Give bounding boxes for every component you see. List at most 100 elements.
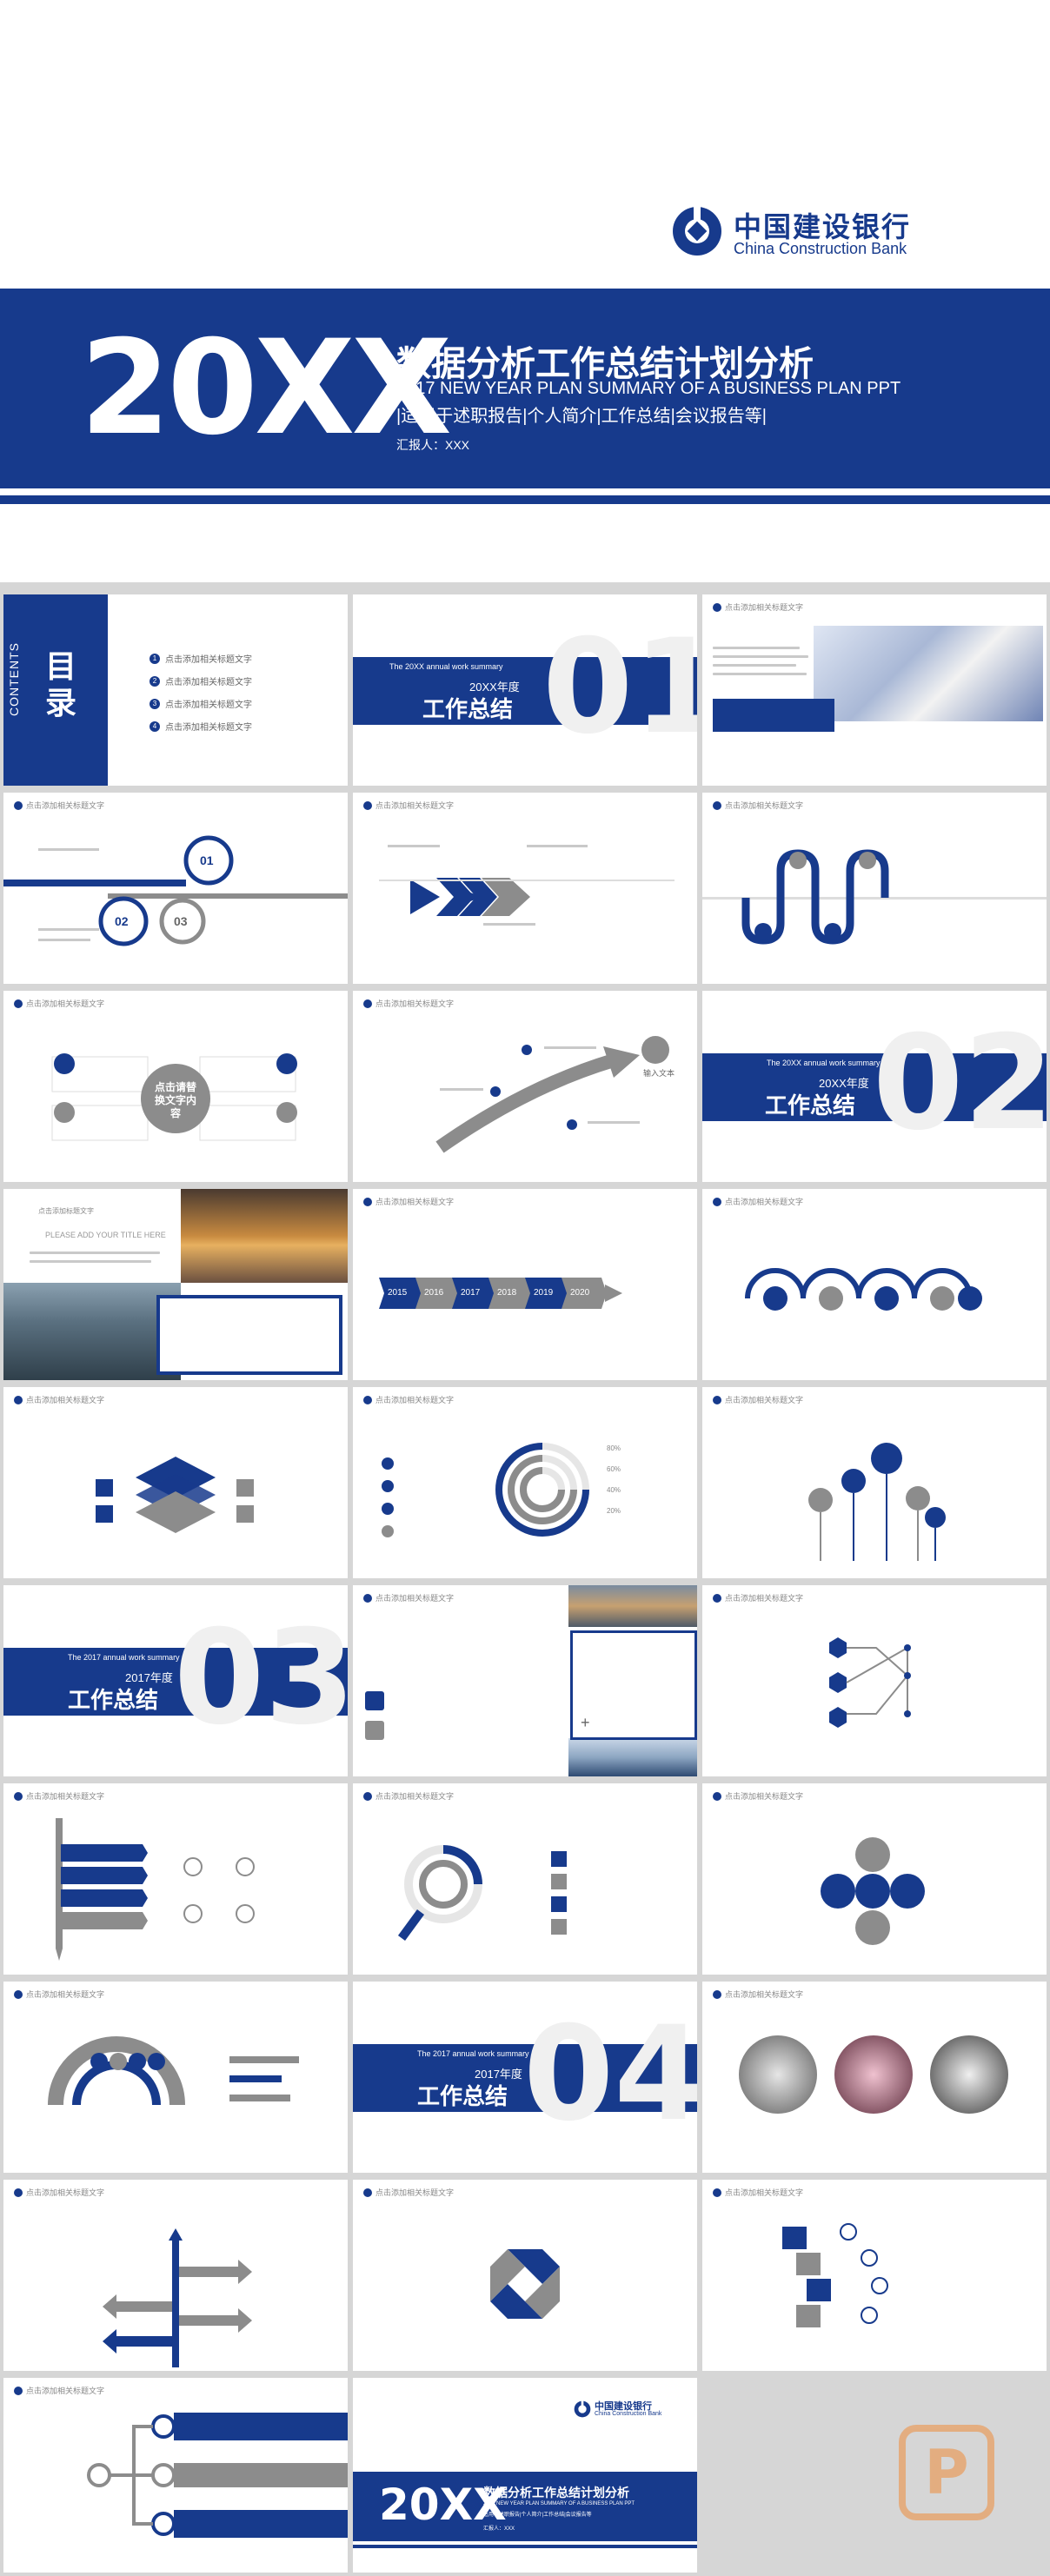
hexagon-graphic bbox=[829, 1637, 911, 1728]
header-dot-icon bbox=[363, 1593, 372, 1603]
content-slide-circles[interactable]: 点击添加相关标题文字 01 02 03 bbox=[3, 793, 348, 984]
header-dot-icon bbox=[363, 1791, 372, 1801]
closing-bank-name-cn: 中国建设银行 bbox=[595, 2401, 652, 2412]
section-slide-01[interactable]: 01 The 20XX annual work summary 20XX年度 工… bbox=[353, 594, 697, 786]
photo-beach bbox=[181, 1189, 348, 1283]
header-dot-icon bbox=[14, 1791, 23, 1801]
year-label: 2018 bbox=[497, 1288, 517, 1298]
header-dot-icon bbox=[713, 1989, 721, 1999]
section-number: 01 bbox=[542, 612, 697, 763]
slide-header: 点击添加相关标题文字 bbox=[14, 1988, 104, 2000]
layers-graphic bbox=[96, 1457, 254, 1533]
slide-header: 点击添加相关标题文字 bbox=[14, 998, 104, 1009]
slide-header: 点击添加相关标题文字 bbox=[363, 2187, 454, 2198]
toc-item[interactable]: 1 点击添加相关标题文字 bbox=[150, 652, 252, 665]
year-label: 2017 bbox=[461, 1288, 481, 1298]
closing-slide[interactable]: 中国建设银行 China Construction Bank 20XX 数据分析… bbox=[353, 2378, 697, 2573]
content-slide-growth-arrow[interactable]: 点击添加相关标题文字 输入文本 bbox=[353, 991, 697, 1182]
toc-item[interactable]: 2 点击添加相关标题文字 bbox=[150, 674, 252, 687]
slide-header: 点击添加相关标题文字 bbox=[713, 1592, 803, 1603]
closing-title: 数据分析工作总结计划分析 bbox=[483, 2486, 629, 2500]
plus-icon[interactable]: + bbox=[581, 1714, 590, 1731]
watermark-letter: P bbox=[924, 2437, 969, 2508]
bank-logo: 中国建设银行 China Construction Bank bbox=[671, 202, 984, 261]
content-slide-photo-circles[interactable]: 点击添加相关标题文字 bbox=[702, 1982, 1047, 2173]
header-dot-icon bbox=[14, 1395, 23, 1404]
center-graphic bbox=[51, 1053, 297, 1141]
toc-item-label: 点击添加相关标题文字 bbox=[165, 700, 252, 710]
header-dot-icon bbox=[363, 2188, 372, 2197]
header-dot-icon bbox=[713, 1395, 721, 1404]
section-small: The 2017 annual work summary bbox=[68, 1653, 180, 1662]
cover-slide[interactable]: 中国建设银行 China Construction Bank 20XX 数据分析… bbox=[0, 0, 1050, 582]
header-dot-icon bbox=[713, 602, 721, 612]
header-dot-icon bbox=[363, 999, 372, 1008]
pencil-graphic bbox=[56, 1818, 255, 1961]
slide-title-small: 点击添加标题文字 bbox=[38, 1207, 94, 1215]
closing-reporter: 汇报人：XXX bbox=[483, 2526, 515, 2532]
content-slide-handshake[interactable]: 点击添加相关标题文字 bbox=[702, 594, 1047, 786]
content-slide-arc-icons[interactable]: 点击添加相关标题文字 bbox=[702, 1189, 1047, 1380]
section-slide-03[interactable]: 03 The 2017 annual work summary 2017年度 工… bbox=[3, 1585, 348, 1776]
content-slide-year-timeline[interactable]: 点击添加相关标题文字 2015 2016 2017 2018 2019 2020 bbox=[353, 1189, 697, 1380]
text-box bbox=[156, 1295, 342, 1375]
cover-stripe bbox=[0, 495, 1050, 504]
section-year: 2017年度 bbox=[475, 2068, 522, 2081]
branches-graphic bbox=[87, 2413, 348, 2538]
section-title: 工作总结 bbox=[417, 2083, 508, 2109]
header-dot-icon bbox=[363, 1395, 372, 1404]
step-number-3: 03 bbox=[174, 914, 188, 928]
header-dot-icon bbox=[14, 2386, 23, 2395]
content-slide-layers[interactable]: 点击添加相关标题文字 bbox=[3, 1387, 348, 1578]
arrows-graphic bbox=[379, 845, 675, 926]
toc-item-label: 点击添加相关标题文字 bbox=[165, 723, 252, 733]
content-slide-pins[interactable]: 点击添加相关标题文字 bbox=[702, 1387, 1047, 1578]
text-box bbox=[570, 1630, 697, 1740]
content-slide-people-chart[interactable]: 点击添加相关标题文字 bbox=[3, 1982, 348, 2173]
toc-slide[interactable]: CONTENTS 目录 1 点击添加相关标题文字 2 点击添加相关标题文字 3 … bbox=[3, 594, 348, 786]
section-year: 20XX年度 bbox=[819, 1077, 869, 1090]
header-dot-icon bbox=[713, 2188, 721, 2197]
content-slide-direction[interactable]: 点击添加相关标题文字 bbox=[3, 2180, 348, 2371]
toc-item[interactable]: 3 点击添加相关标题文字 bbox=[150, 697, 252, 710]
content-slide-steps[interactable]: 点击添加相关标题文字 bbox=[702, 2180, 1047, 2371]
section-slide-04[interactable]: 04 The 2017 annual work summary 2017年度 工… bbox=[353, 1982, 697, 2173]
header-dot-icon bbox=[713, 1593, 721, 1603]
content-slide-center[interactable]: 点击添加相关标题文字 点击请替换文字内容 bbox=[3, 991, 348, 1182]
year-label: 2019 bbox=[534, 1288, 554, 1298]
direction-graphic bbox=[103, 2228, 252, 2367]
slide-header: 点击添加相关标题文字 bbox=[14, 800, 104, 811]
year-label: 2020 bbox=[570, 1288, 590, 1298]
content-slide-cycle[interactable]: 点击添加相关标题文字 bbox=[353, 2180, 697, 2371]
slide-header: 点击添加相关标题文字 bbox=[14, 2187, 104, 2198]
photo-circle bbox=[739, 2035, 817, 2114]
content-slide-arrows[interactable]: 点击添加相关标题文字 bbox=[353, 793, 697, 984]
content-slide-social[interactable]: 点击添加相关标题文字 + bbox=[353, 1585, 697, 1776]
pct-label: 40% bbox=[607, 1486, 621, 1494]
content-slide-donut[interactable]: 点击添加相关标题文字 80% 60% 40% 20% bbox=[353, 1387, 697, 1578]
header-dot-icon bbox=[713, 1197, 721, 1206]
growth-arrow-graphic bbox=[435, 1036, 669, 1153]
content-slide-cross-circles[interactable]: 点击添加相关标题文字 bbox=[702, 1783, 1047, 1975]
header-dot-icon bbox=[14, 999, 23, 1008]
content-slide-wave[interactable]: 点击添加相关标题文字 bbox=[702, 793, 1047, 984]
header-dot-icon bbox=[363, 1197, 372, 1206]
arc-icons-graphic bbox=[745, 1268, 982, 1311]
content-slide-hexagons[interactable]: 点击添加相关标题文字 bbox=[702, 1585, 1047, 1776]
content-slide-photos[interactable]: 点击添加标题文字 PLEASE ADD YOUR TITLE HERE bbox=[3, 1189, 348, 1380]
bank-name-en: China Construction Bank bbox=[734, 240, 907, 257]
pins-graphic bbox=[808, 1443, 946, 1561]
step-number-1: 01 bbox=[200, 853, 214, 867]
slide-header: 点击添加相关标题文字 bbox=[713, 1196, 803, 1207]
closing-tags: 适用于述职报告|个人简介|工作总结|会议报告等 bbox=[483, 2513, 592, 2518]
content-slide-magnifier[interactable]: 点击添加相关标题文字 bbox=[353, 1783, 697, 1975]
magnifier-graphic bbox=[397, 1845, 567, 1941]
toc-item-number: 3 bbox=[150, 698, 160, 709]
content-slide-pencil[interactable]: 点击添加相关标题文字 bbox=[3, 1783, 348, 1975]
section-slide-02[interactable]: 02 The 20XX annual work summary 20XX年度 工… bbox=[702, 991, 1047, 1182]
content-slide-branches[interactable]: 点击添加相关标题文字 bbox=[3, 2378, 348, 2573]
toc-item[interactable]: 4 点击添加相关标题文字 bbox=[150, 720, 252, 733]
toc-item-label: 点击添加相关标题文字 bbox=[165, 655, 252, 665]
header-dot-icon bbox=[14, 2188, 23, 2197]
center-text: 点击请替换文字内容 bbox=[154, 1081, 196, 1119]
